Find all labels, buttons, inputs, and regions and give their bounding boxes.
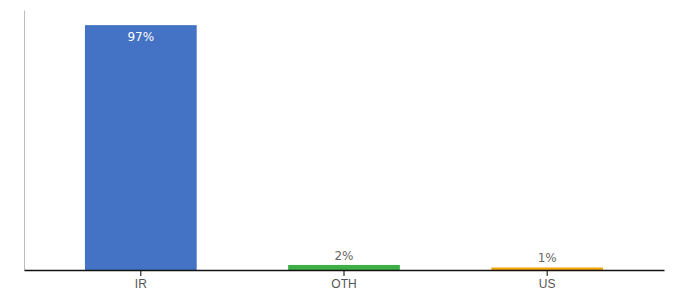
x-tick: IR	[135, 270, 147, 291]
data-label: 97%	[127, 30, 154, 44]
bar	[85, 25, 197, 270]
chart-svg: IR OTH US 97% 2% 1%	[0, 0, 680, 300]
chart-container: IR OTH US 97% 2% 1%	[0, 0, 680, 300]
bar	[491, 267, 603, 270]
plot: IR OTH US 97% 2% 1%	[25, 11, 665, 291]
y-axis	[24, 11, 25, 271]
x-tick-label: IR	[135, 277, 147, 291]
data-label: 1%	[538, 251, 557, 265]
x-tick-mark	[140, 270, 141, 276]
x-tick-mark	[547, 270, 548, 276]
bar	[288, 265, 400, 270]
data-labels: 97% 2% 1%	[127, 30, 556, 265]
x-tick-label: US	[539, 277, 556, 291]
x-tick-mark	[344, 270, 345, 276]
data-label: 2%	[334, 249, 353, 263]
x-tick-label: OTH	[331, 277, 356, 291]
x-tick: OTH	[331, 270, 356, 291]
x-tick: US	[539, 270, 556, 291]
bars	[85, 25, 603, 270]
y-axis-line	[24, 11, 25, 271]
x-axis: IR OTH US	[25, 270, 665, 291]
